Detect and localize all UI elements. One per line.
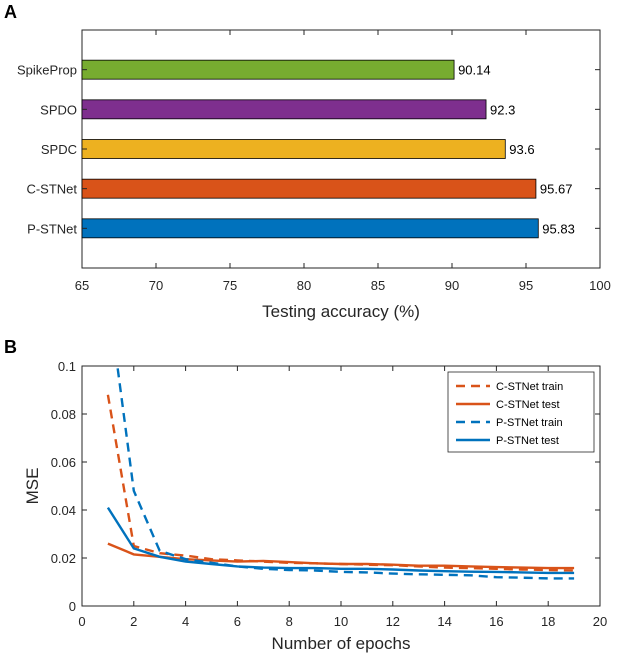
x-tick-label: 80: [297, 278, 311, 293]
x-tick-label: 20: [593, 614, 607, 629]
x-tick-label: 12: [386, 614, 400, 629]
category-label: P-STNet: [27, 221, 77, 236]
panel-a-label: A: [4, 2, 17, 22]
y-tick-label: 0.02: [51, 551, 76, 566]
x-tick-label: 2: [130, 614, 137, 629]
x-tick-label: 75: [223, 278, 237, 293]
bar-value-label: 92.3: [490, 102, 515, 117]
legend-label: P-STNet train: [496, 417, 563, 429]
bar-value-label: 95.67: [540, 182, 573, 197]
x-tick-label: 6: [234, 614, 241, 629]
x-tick-label: 4: [182, 614, 189, 629]
legend-label: C-STNet train: [496, 381, 563, 393]
category-label: SPDO: [40, 102, 77, 117]
panel-b-x-axis-label: Number of epochs: [272, 634, 411, 653]
bar-spdo: [81, 99, 487, 120]
category-label: SPDC: [41, 142, 77, 157]
panel-a-x-axis-label: Testing accuracy (%): [262, 302, 420, 321]
x-tick-label: 8: [286, 614, 293, 629]
x-tick-label: 16: [489, 614, 503, 629]
bar-value-label: 95.83: [542, 221, 575, 236]
legend-label: P-STNet test: [496, 435, 559, 447]
bar-spdc: [81, 139, 506, 159]
x-tick-label: 90: [445, 278, 459, 293]
category-label: SpikeProp: [17, 63, 77, 78]
y-tick-label: 0.06: [51, 455, 76, 470]
x-tick-label: 100: [589, 278, 611, 293]
x-tick-label: 65: [75, 278, 89, 293]
bar-value-label: 90.14: [458, 63, 491, 78]
y-tick-label: 0.04: [51, 503, 76, 518]
panel-b-y-axis-label: MSE: [23, 468, 42, 505]
y-tick-label: 0: [69, 599, 76, 614]
bar-p-stnet: [81, 218, 539, 239]
x-tick-label: 70: [149, 278, 163, 293]
x-tick-label: 10: [334, 614, 348, 629]
x-tick-label: 85: [371, 278, 385, 293]
y-tick-label: 0.08: [51, 407, 76, 422]
legend-label: C-STNet test: [496, 399, 560, 411]
x-tick-label: 0: [78, 614, 85, 629]
category-label: C-STNet: [26, 182, 77, 197]
bar-c-stnet: [81, 178, 537, 199]
series-line-p-stnet-test: [106, 506, 575, 575]
y-tick-label: 0.1: [58, 359, 76, 374]
bar-value-label: 93.6: [509, 142, 534, 157]
x-tick-label: 95: [519, 278, 533, 293]
panel-b-legend: C-STNet train C-STNet test P-STNet train P-…: [447, 371, 595, 453]
x-tick-label: 14: [437, 614, 451, 629]
panel-b-label: B: [4, 337, 17, 357]
series-line-p-stnet-train: [116, 366, 575, 580]
x-tick-label: 18: [541, 614, 555, 629]
bar-spikeprop: [81, 59, 455, 80]
